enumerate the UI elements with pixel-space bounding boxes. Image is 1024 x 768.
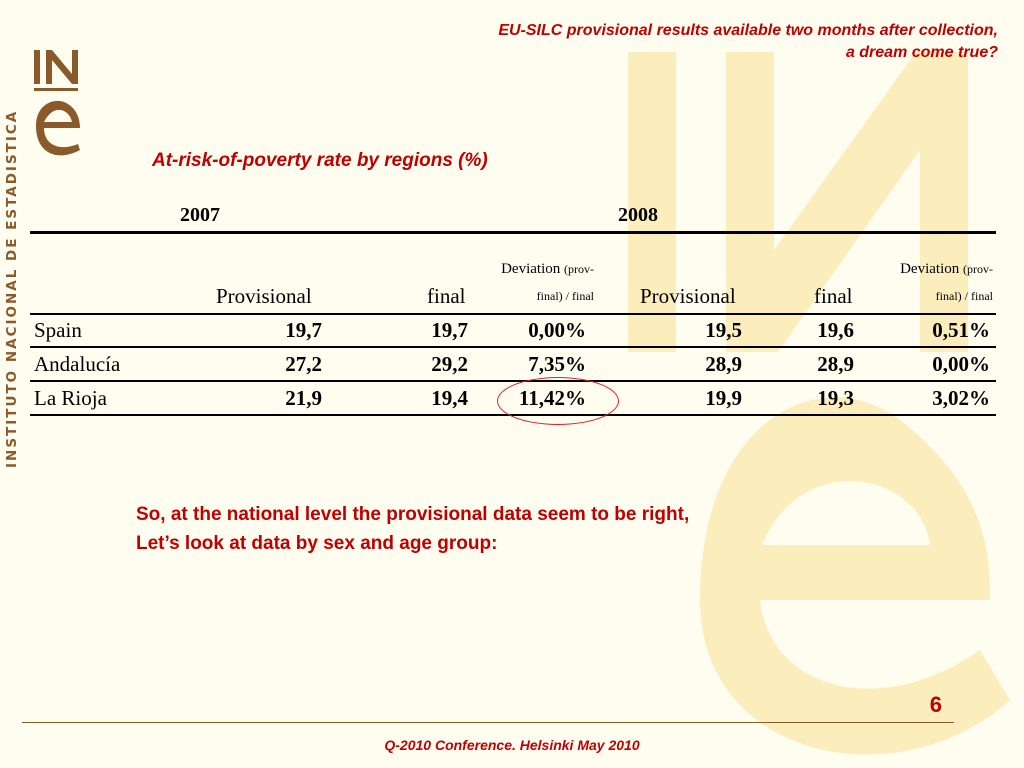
row-label-la-rioja: La Rioja (34, 386, 107, 410)
larioja-final-2007: 19,4 (431, 386, 468, 410)
footer-text: Q-2010 Conference. Helsinki May 2010 (384, 737, 640, 753)
page-number: 6 (929, 692, 942, 717)
larioja-prov-2007: 21,9 (285, 386, 322, 410)
larioja-prov-2008: 19,9 (705, 386, 742, 410)
spain-prov-2008: 19,5 (705, 318, 742, 342)
col-final-2007: final (427, 284, 466, 308)
slide-header: EU-SILC provisional results available tw… (298, 20, 998, 64)
col-provisional-2008: Provisional (640, 284, 736, 308)
row-rule (30, 346, 996, 348)
highlight-circle (497, 377, 619, 425)
comment-line-2: Let’s look at data by sex and age group: (136, 533, 498, 554)
col-final-2008: final (814, 284, 853, 308)
row-rule (30, 380, 996, 382)
table-title: At-risk-of-poverty rate by regions (%) (152, 150, 488, 171)
andalucia-dev-2007: 7,35% (528, 352, 586, 376)
comment-line-1: So, at the national level the provisiona… (136, 504, 690, 525)
deviation-label-prov: (prov- (564, 262, 594, 276)
deviation-label: Deviation (900, 261, 960, 277)
poverty-rate-table: 2007 2008 Provisional final Deviation (p… (30, 198, 996, 428)
spain-final-2008: 19,6 (817, 318, 854, 342)
deviation-label-final: final) (935, 289, 962, 303)
col-deviation-2008: Deviation (prov- final) / final (872, 256, 993, 310)
table-top-rule (30, 231, 996, 234)
institute-name-vertical: INSTITUTO NACIONAL DE ESTADISTICA (4, 109, 20, 468)
spain-dev-2007: 0,00% (528, 318, 586, 342)
row-label-spain: Spain (34, 318, 82, 342)
comment-text: So, at the national level the provisiona… (136, 500, 689, 558)
footer-rule (22, 722, 954, 723)
row-label-andalucia: Andalucía (34, 352, 121, 376)
year-2008-header: 2008 (618, 204, 658, 226)
header-line-1: EU-SILC provisional results available tw… (498, 22, 998, 39)
deviation-label: Deviation (501, 261, 561, 277)
year-2007-header: 2007 (180, 204, 220, 226)
ine-logo (34, 50, 80, 156)
andalucia-final-2007: 29,2 (431, 352, 468, 376)
spain-final-2007: 19,7 (431, 318, 468, 342)
larioja-final-2008: 19,3 (817, 386, 854, 410)
col-deviation-2007: Deviation (prov- final) / final (478, 256, 594, 310)
deviation-label-prov: (prov- (963, 262, 993, 276)
andalucia-dev-2008: 0,00% (932, 352, 990, 376)
andalucia-prov-2007: 27,2 (285, 352, 322, 376)
col-provisional-2007: Provisional (216, 284, 312, 308)
header-line-2: a dream come true? (845, 44, 998, 61)
deviation-label-final: final) (536, 289, 563, 303)
andalucia-final-2008: 28,9 (817, 352, 854, 376)
spain-prov-2007: 19,7 (285, 318, 322, 342)
larioja-dev-2008: 3,02% (932, 386, 990, 410)
andalucia-prov-2008: 28,9 (705, 352, 742, 376)
header-rule (30, 313, 996, 315)
deviation-label-per-final: / final (565, 289, 594, 303)
spain-dev-2008: 0,51% (932, 318, 990, 342)
deviation-label-per-final: / final (964, 289, 993, 303)
